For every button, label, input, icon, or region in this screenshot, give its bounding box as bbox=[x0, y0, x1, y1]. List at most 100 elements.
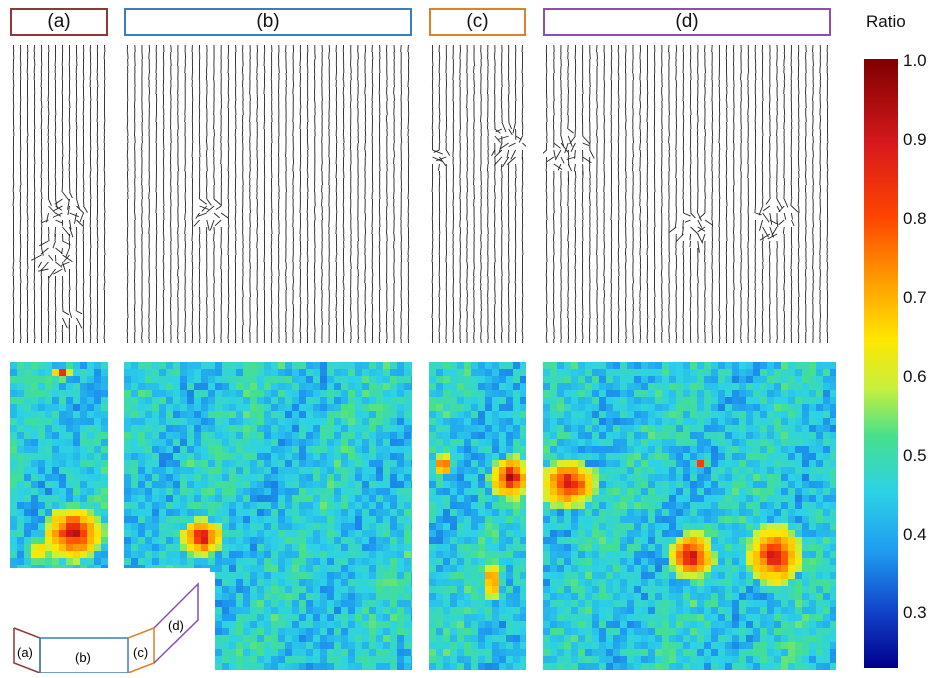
vector-mark bbox=[307, 122, 308, 129]
vector-mark bbox=[149, 45, 150, 52]
vector-mark bbox=[748, 94, 749, 101]
vector-mark bbox=[547, 157, 554, 162]
vector-mark bbox=[178, 262, 179, 269]
vector-mark bbox=[669, 227, 676, 233]
vector-mark bbox=[200, 150, 201, 157]
heatmap-cell bbox=[73, 495, 80, 502]
heatmap-cell bbox=[66, 362, 73, 369]
vector-mark bbox=[813, 129, 814, 136]
vector-mark bbox=[719, 220, 720, 227]
vector-mark bbox=[467, 241, 468, 248]
heatmap-cell bbox=[52, 404, 59, 411]
vector-mark bbox=[813, 248, 814, 255]
heatmap-cell bbox=[52, 369, 59, 376]
heatmap-cell bbox=[38, 467, 45, 474]
vector-mark bbox=[575, 241, 576, 248]
vector-mark bbox=[582, 283, 583, 290]
heatmap-cell bbox=[38, 397, 45, 404]
heatmap-cell bbox=[24, 460, 31, 467]
vector-mark bbox=[387, 234, 388, 241]
heatmap-cell bbox=[87, 425, 94, 432]
vector-mark bbox=[228, 311, 229, 318]
vector-mark bbox=[669, 339, 670, 343]
vector-mark bbox=[242, 129, 243, 136]
vector-mark bbox=[164, 283, 165, 290]
vector-mark bbox=[748, 234, 749, 241]
vector-mark bbox=[308, 143, 309, 150]
heatmap-cell bbox=[52, 509, 59, 516]
vector-mark bbox=[194, 220, 200, 226]
vector-mark bbox=[28, 213, 29, 220]
heatmap-cell bbox=[87, 369, 94, 376]
vector-mark bbox=[712, 185, 713, 192]
vector-mark bbox=[509, 318, 510, 325]
vector-mark bbox=[798, 73, 799, 80]
vector-mark bbox=[547, 255, 548, 262]
vector-mark bbox=[791, 241, 792, 248]
vector-mark bbox=[104, 283, 105, 290]
vector-mark bbox=[38, 262, 41, 268]
vector-mark bbox=[697, 269, 698, 276]
vector-mark bbox=[640, 332, 641, 339]
vector-mark bbox=[286, 269, 287, 276]
vector-mark bbox=[568, 87, 569, 94]
vector-mark bbox=[215, 220, 221, 226]
heatmap-cell bbox=[38, 523, 45, 530]
vector-mark bbox=[228, 220, 229, 227]
heatmap-cell bbox=[31, 369, 38, 376]
vector-mark bbox=[509, 122, 512, 129]
heatmap-cell bbox=[31, 390, 38, 397]
vector-mark bbox=[806, 45, 807, 52]
vector-mark bbox=[769, 241, 770, 248]
vector-mark bbox=[77, 206, 85, 213]
vector-field-c bbox=[429, 45, 526, 343]
heatmap-cell bbox=[59, 474, 66, 481]
vector-mark bbox=[633, 136, 634, 143]
vector-mark bbox=[56, 325, 57, 332]
vector-mark bbox=[185, 206, 186, 213]
vector-mark bbox=[336, 73, 337, 80]
vector-mark bbox=[408, 122, 409, 129]
vector-mark bbox=[806, 115, 807, 122]
vector-mark bbox=[712, 150, 713, 157]
vector-mark bbox=[575, 332, 576, 339]
vector-mark bbox=[105, 248, 106, 255]
heatmap-cell bbox=[101, 432, 108, 439]
vector-mark bbox=[221, 262, 222, 269]
vector-mark bbox=[513, 122, 516, 133]
heatmap-cell bbox=[52, 474, 59, 481]
vector-mark bbox=[21, 332, 22, 339]
vector-mark bbox=[523, 80, 524, 87]
vector-mark bbox=[439, 115, 440, 122]
vector-mark bbox=[83, 227, 84, 234]
vector-mark bbox=[394, 192, 395, 199]
vector-mark bbox=[784, 73, 785, 80]
vector-mark bbox=[604, 339, 605, 343]
vector-mark bbox=[546, 164, 547, 171]
vector-mark bbox=[75, 213, 77, 224]
vector-mark bbox=[192, 136, 193, 143]
heatmap-cell bbox=[17, 474, 24, 481]
heatmap-cell bbox=[52, 488, 59, 495]
heatmap-cell bbox=[101, 404, 108, 411]
vector-mark bbox=[13, 199, 14, 206]
vector-mark bbox=[178, 276, 179, 283]
vector-mark bbox=[690, 171, 691, 178]
vector-mark bbox=[547, 101, 548, 108]
vector-mark bbox=[432, 255, 433, 262]
vector-mark bbox=[214, 143, 215, 150]
heatmap-cell bbox=[10, 446, 17, 453]
vector-mark bbox=[315, 199, 316, 206]
vector-mark bbox=[192, 339, 193, 343]
vector-mark bbox=[460, 220, 461, 227]
heatmap-cell bbox=[80, 516, 87, 523]
vector-mark bbox=[777, 94, 778, 101]
vector-mark bbox=[221, 136, 222, 143]
vector-mark bbox=[590, 199, 591, 206]
vector-mark bbox=[257, 241, 258, 248]
heatmap-cell bbox=[31, 523, 38, 530]
vector-mark bbox=[242, 332, 243, 339]
vector-mark bbox=[626, 241, 627, 248]
heatmap-cell bbox=[45, 397, 52, 404]
vector-mark bbox=[676, 73, 677, 80]
